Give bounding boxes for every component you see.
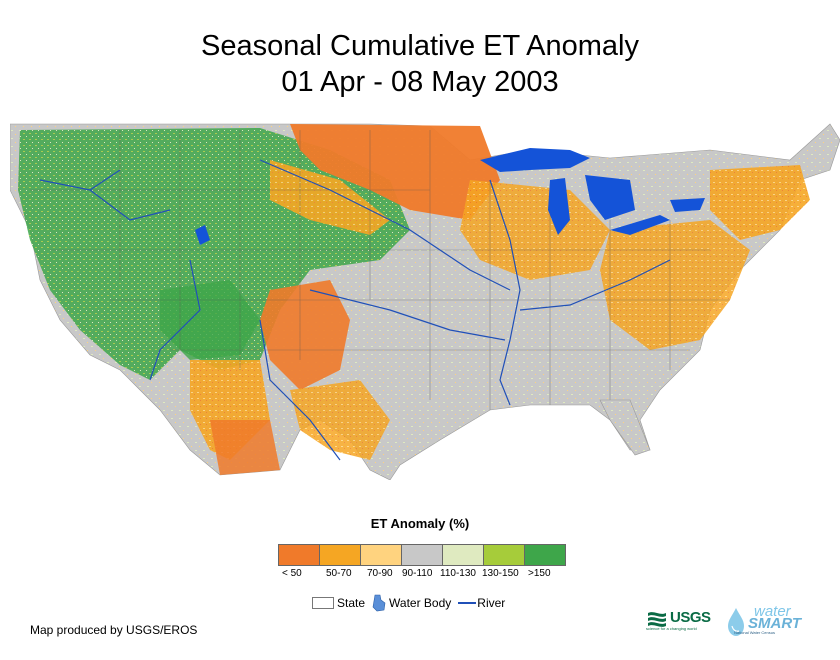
water-body-icon [372, 594, 386, 612]
title-line-1: Seasonal Cumulative ET Anomaly [201, 30, 639, 62]
lake-superior [480, 148, 590, 172]
legend-swatch-gt150 [525, 545, 565, 565]
legend-label-lt50: < 50 [282, 568, 302, 579]
legend-swatch-50-70 [320, 545, 361, 565]
ohio-river [519, 259, 671, 311]
us-et-anomaly-map [10, 120, 840, 480]
map-title: Seasonal Cumulative ET Anomaly 01 Apr - … [0, 28, 840, 100]
colorado-river [149, 259, 201, 381]
legend-swatch-90-110 [402, 545, 443, 565]
lake-huron [585, 175, 635, 220]
feature-water-body-label: Water Body [389, 596, 452, 610]
legend-label-130-150: 130-150 [482, 568, 519, 579]
midwest-orange [460, 180, 610, 280]
south-texas-orange [290, 380, 390, 460]
feature-river: River [457, 596, 505, 610]
snake-river [89, 189, 171, 221]
legend-swatch-lt50 [279, 545, 320, 565]
map-canvas [10, 123, 840, 480]
arkansas-river [309, 289, 506, 341]
legend-labels: < 50 50-70 70-90 90-110 110-130 130-150 … [272, 568, 572, 582]
legend-swatch-130-150 [484, 545, 525, 565]
rivers [39, 159, 671, 461]
east-orange [600, 220, 750, 350]
feature-state-label: State [337, 596, 366, 610]
watersmart-logo [728, 608, 744, 636]
texas-orange [260, 280, 350, 390]
legend-label-110-130: 110-130 [440, 568, 476, 579]
usgs-logo-text: USGS [670, 609, 711, 626]
legend-color-bar [278, 544, 566, 566]
watersmart-tagline: National Water Census [734, 630, 775, 635]
feature-water-body: Water Body [371, 594, 451, 612]
northeast-orange [710, 165, 810, 240]
rio-grande [259, 319, 341, 461]
legend-label-70-90: 70-90 [367, 568, 393, 579]
mexico-border-orange [210, 420, 280, 475]
legend-label-gt150: >150 [528, 568, 551, 579]
feature-legend: State Water Body River [312, 594, 511, 612]
legend-swatch-110-130 [443, 545, 484, 565]
legend-title: ET Anomaly (%) [370, 516, 470, 531]
lake-ontario [670, 198, 705, 212]
mississippi-river [489, 179, 521, 406]
missouri-river [259, 159, 511, 291]
state-swatch-icon [312, 597, 334, 609]
lake-erie [610, 215, 670, 235]
lake-michigan [548, 178, 570, 235]
north-plains-orange [290, 124, 500, 220]
feature-state: State [312, 596, 365, 610]
florida [599, 399, 651, 456]
river-line-icon [458, 602, 477, 604]
great-salt-lake [195, 225, 210, 245]
usgs-logo [648, 612, 666, 627]
watersmart-main-text: SMART [748, 615, 802, 632]
state-boundaries [30, 130, 730, 410]
feature-river-label: River [477, 596, 506, 610]
usgs-tagline: science for a changing world [646, 626, 697, 631]
legend-label-50-70: 50-70 [326, 568, 352, 579]
legend-label-90-110: 90-110 [402, 568, 433, 579]
watersmart-top-text: water [754, 603, 791, 620]
legend-swatch-70-90 [361, 545, 402, 565]
map-credit: Map produced by USGS/EROS [30, 623, 198, 637]
title-line-2: 01 Apr - 08 May 2003 [281, 66, 559, 98]
